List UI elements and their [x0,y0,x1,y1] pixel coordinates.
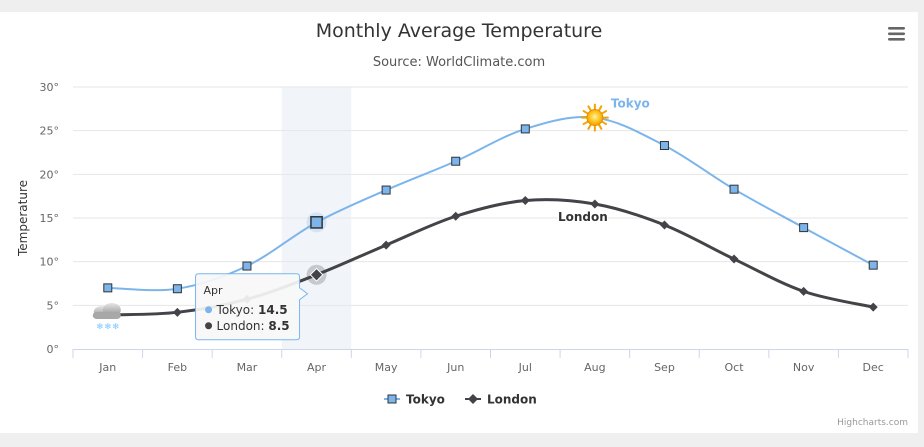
chart-subtitle: Source: WorldClimate.com [373,55,545,70]
tooltip-london-row: London: 8.5 [217,319,290,333]
snowflake: ✻ [96,322,103,331]
series-london-point [381,240,391,250]
y-tick-label: 25° [40,125,60,138]
legend-item-london[interactable]: London [465,393,537,407]
tooltip-tokyo-value: 14.5 [258,303,288,317]
series-tokyo-point [729,184,739,194]
sun-ray [600,120,608,126]
legend-tokyo-marker [387,394,397,404]
series-london-point [590,199,600,209]
x-tick-label: Mar [237,361,258,374]
sun-ray [587,105,592,112]
credits-link[interactable]: Highcharts.com [837,418,908,428]
series-tokyo-point [868,260,878,270]
series-tokyo-point [799,223,809,233]
x-tick-label: Feb [168,361,187,374]
cloud-base [92,311,121,319]
series-london-label: London [558,210,608,224]
x-tick-label: Jun [446,361,464,374]
chart-container: Monthly Average Temperature Source: Worl… [0,12,918,433]
tooltip-tokyo-name: Tokyo [216,303,251,317]
series-tokyo-point [242,261,252,271]
series-tokyo-point [659,141,669,151]
series-tokyo-point [310,216,323,229]
tooltip-london-colon: : [261,319,269,333]
series-london-point [799,286,809,296]
x-tick-label: Dec [863,361,884,374]
series-london-point [172,307,182,317]
series-london-point [868,302,878,312]
y-axis-ticks: 0° 5° 10° 15° 20° 25° 30° [40,81,60,356]
y-tick-label: 5° [47,299,60,312]
x-tick-label: Jan [98,361,116,374]
series-tokyo-point [103,283,113,293]
x-tick-label: Aug [584,361,605,374]
sun-icon [580,103,609,132]
tooltip-london-value: 8.5 [268,319,289,333]
series-london-point [520,196,530,206]
sun-ray [597,105,603,112]
chart-svg: Monthly Average Temperature Source: Worl… [16,20,909,428]
y-tick-label: 0° [47,343,60,356]
legend-london-marker [468,394,478,404]
x-axis: Jan Feb Mar Apr May Jun Jul Aug Sep Oct Nov Dec [72,349,909,374]
y-tick-label: 20° [40,168,60,181]
legend-tokyo-label: Tokyo [406,393,445,407]
x-tick-label: May [375,361,398,374]
x-tick-label: Jul [518,361,532,374]
annotation-icons: ✻ ✻ ✻ [92,103,609,331]
hamburger-menu-icon[interactable] [884,22,908,44]
tooltip-london-name: London [217,319,261,333]
sun-ray [582,120,589,126]
tooltip-tokyo-colon: : [250,303,258,317]
series-tokyo-line [106,115,875,292]
tooltip-box [195,273,309,341]
tooltip-london-dot [205,322,213,330]
snowflake: ✻ [112,322,119,331]
series-tokyo-point [520,124,530,134]
snow-cloud-icon: ✻ ✻ ✻ [92,302,121,331]
sun-ray [597,123,603,130]
sun-ray [587,123,592,130]
series-london-point [451,211,461,221]
tooltip-tokyo-row: Tokyo: 14.5 [216,303,288,317]
series-layer: Tokyo London [103,95,878,317]
y-tick-label: 10° [40,256,60,269]
tooltip: Apr Tokyo: 14.5 London: 8.5 [195,273,309,341]
series-london-point [309,267,324,282]
chart-title: Monthly Average Temperature [316,20,603,42]
sun-disc [586,109,604,126]
y-tick-label: 15° [40,212,60,225]
series-tokyo-label: Tokyo [611,97,650,111]
series-london-point [659,220,669,230]
series-tokyo-point [381,185,391,195]
y-tick-label: 30° [40,81,60,94]
series-london-point [729,254,739,264]
tooltip-header: Apr [204,284,224,297]
y-axis-title: Temperature [16,180,30,257]
legend-item-tokyo[interactable]: Tokyo [384,393,445,407]
sun-ray [582,110,589,115]
series-tokyo-point [451,156,461,166]
series-tokyo-point [172,284,182,294]
x-tick-label: Sep [654,361,675,374]
x-tick-label: Oct [725,361,745,374]
sun-ray [600,110,608,115]
legend-london-label: London [487,393,537,407]
y-grid [73,86,908,306]
x-tick-label: Apr [307,361,327,374]
tooltip-tokyo-dot [205,306,213,314]
legend: Tokyo London [384,393,537,407]
x-tick-label: Nov [793,361,815,374]
snowflake: ✻ [104,322,111,331]
